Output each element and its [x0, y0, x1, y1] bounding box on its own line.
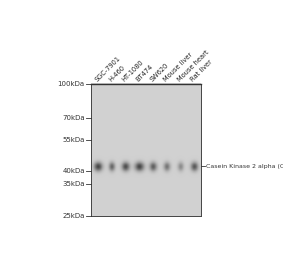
Text: 100kDa: 100kDa	[58, 81, 85, 87]
Text: Rat liver: Rat liver	[190, 59, 214, 82]
Text: 25kDa: 25kDa	[62, 213, 85, 219]
Text: Mouse liver: Mouse liver	[162, 51, 194, 82]
Text: 55kDa: 55kDa	[62, 138, 85, 144]
Text: SGC-7901: SGC-7901	[94, 55, 121, 82]
Text: 35kDa: 35kDa	[62, 181, 85, 187]
Text: Mouse heart: Mouse heart	[176, 49, 210, 82]
Text: BT474: BT474	[135, 63, 155, 82]
Text: SW620: SW620	[149, 62, 170, 82]
Text: 70kDa: 70kDa	[62, 115, 85, 120]
Text: H-460: H-460	[108, 64, 126, 82]
Text: HT-1080: HT-1080	[121, 59, 145, 82]
Text: Casein Kinase 2 alpha (CSNK2A1): Casein Kinase 2 alpha (CSNK2A1)	[207, 164, 283, 169]
Text: 40kDa: 40kDa	[62, 168, 85, 174]
